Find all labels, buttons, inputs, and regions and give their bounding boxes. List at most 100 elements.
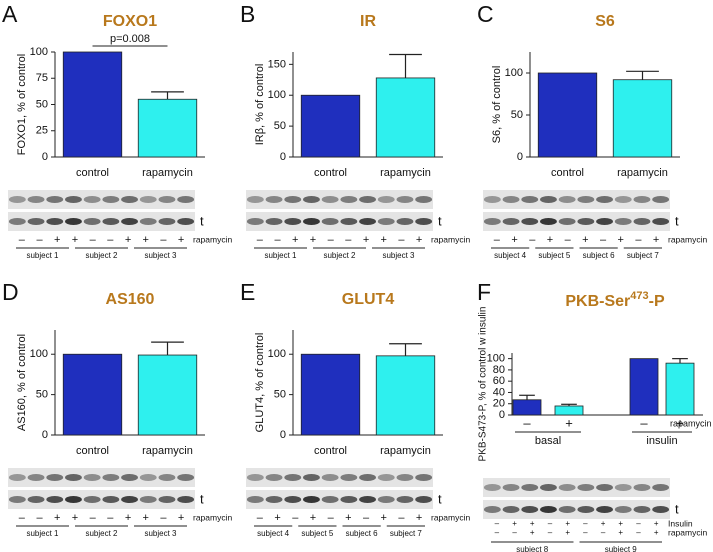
panel-letter: D [2,279,19,305]
blot-band [27,196,45,203]
sign: + [565,519,570,528]
blot-band [359,474,376,481]
y-tick-label: 100 [30,348,48,360]
x-tick-label: control [76,445,109,457]
blot-band [46,496,64,503]
bar [554,405,584,416]
blot-strip [246,212,433,231]
y-axis-label: PKB-S473-P, % of control w insulin [478,307,489,462]
sign-label: rapamycin [668,234,707,244]
blot-band [614,484,632,491]
blot-band [65,196,82,203]
blot-band [177,474,195,481]
group-label: insulin [646,435,677,447]
bar [62,353,123,436]
sign: + [530,528,535,537]
y-tick-label: 0 [42,151,48,163]
sign: + [54,234,60,246]
blot-band [483,506,501,513]
blot-band [614,506,632,513]
blot-band [596,506,613,513]
bar [375,355,436,436]
y-tick-label: 25 [36,125,48,137]
subject-label: subject 6 [583,251,616,260]
blot-band [83,496,101,503]
subject-label: subject 3 [144,529,177,538]
x-tick-label: rapamycin [380,445,431,457]
sign-label: rapamycin [193,512,232,522]
sign: – [90,234,97,246]
y-tick-label: 150 [268,58,286,70]
sign: – [512,528,517,537]
sign: + [653,234,659,246]
strip-label: t [438,213,442,228]
sign: – [107,512,114,524]
blot-band [540,218,557,225]
sign: – [398,512,405,524]
panel-letter: A [2,1,18,27]
y-axis-label: S6, % of control [491,66,503,144]
blot-band [652,506,670,513]
sign: – [548,519,553,528]
sign: – [636,519,641,528]
sign: – [257,512,264,524]
blot-band [121,474,138,481]
blot-band [139,218,157,225]
sign: + [345,512,351,524]
blot-band [46,218,64,225]
blot-band [65,496,82,503]
x-tick-label: rapamycin [142,167,193,179]
bar [137,98,198,158]
sign: + [416,234,422,246]
blot-band [502,484,520,491]
blot-band [27,218,45,225]
blot-band [83,218,101,225]
blot-band [502,506,520,513]
panel-letter: C [477,1,494,27]
blot-band [265,474,283,481]
blot-band [521,196,539,203]
y-axis-label: FOXO1, % of control [16,54,28,155]
panel-letter: E [240,279,255,305]
sign: – [495,519,500,528]
sign: + [143,234,149,246]
y-tick-label: 0 [280,151,286,163]
x-tick-label: control [551,167,584,179]
sign: – [495,528,500,537]
y-tick-label: 50 [36,98,48,110]
y-tick-label: 100 [30,46,48,58]
bar [300,353,361,436]
subject-label: subject 6 [346,529,379,538]
blot-strip [246,468,433,487]
blot-band [102,196,120,203]
blot-strip [483,212,670,231]
sign: – [90,512,97,524]
sign: – [328,512,335,524]
blot-band [483,218,501,225]
blot-band [284,496,302,503]
chart-title: S6 [595,13,615,30]
y-tick-label: 0 [517,151,523,163]
blot-band [121,196,138,203]
sign: + [125,512,131,524]
blot-strip [8,212,195,231]
sign: – [19,512,26,524]
x-tick-label: + [565,415,573,430]
sign: + [530,519,535,528]
sign: – [107,234,114,246]
bar [300,94,361,158]
blot-band [652,196,670,203]
sign: + [511,234,517,246]
blot-band [415,496,433,503]
y-tick-label: 80 [493,364,505,376]
blot-strip [483,500,670,519]
sign: + [565,528,570,537]
blot-band [177,496,195,503]
blot-band [27,496,45,503]
sign: + [310,234,316,246]
y-axis-label: AS160, % of control [16,334,28,431]
blot-band [415,474,433,481]
y-tick-label: 50 [511,109,523,121]
blot-band [596,196,613,203]
